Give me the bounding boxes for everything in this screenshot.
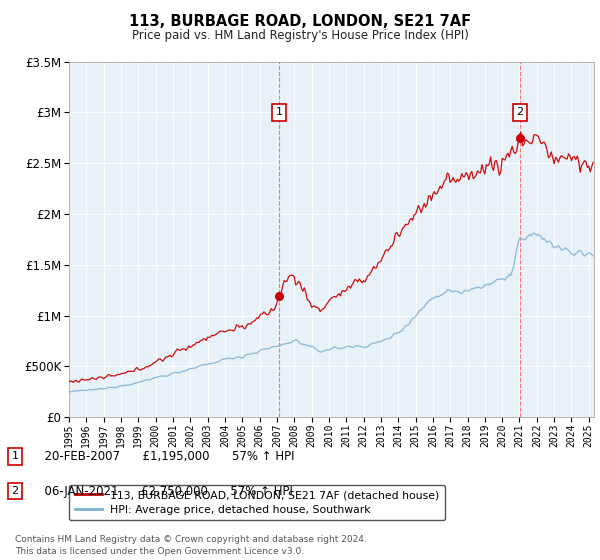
Text: 1: 1 xyxy=(11,451,19,461)
Text: 1: 1 xyxy=(275,108,283,118)
Text: 113, BURBAGE ROAD, LONDON, SE21 7AF: 113, BURBAGE ROAD, LONDON, SE21 7AF xyxy=(129,14,471,29)
Text: 2: 2 xyxy=(11,486,19,496)
Text: 06-JAN-2021      £2,750,000      57% ↑ HPI: 06-JAN-2021 £2,750,000 57% ↑ HPI xyxy=(37,484,293,498)
Text: 2: 2 xyxy=(516,108,523,118)
Text: Price paid vs. HM Land Registry's House Price Index (HPI): Price paid vs. HM Land Registry's House … xyxy=(131,29,469,42)
Text: 20-FEB-2007      £1,195,000      57% ↑ HPI: 20-FEB-2007 £1,195,000 57% ↑ HPI xyxy=(37,450,295,463)
Text: Contains HM Land Registry data © Crown copyright and database right 2024.
This d: Contains HM Land Registry data © Crown c… xyxy=(15,535,367,556)
Legend: 113, BURBAGE ROAD, LONDON, SE21 7AF (detached house), HPI: Average price, detach: 113, BURBAGE ROAD, LONDON, SE21 7AF (det… xyxy=(69,485,445,520)
